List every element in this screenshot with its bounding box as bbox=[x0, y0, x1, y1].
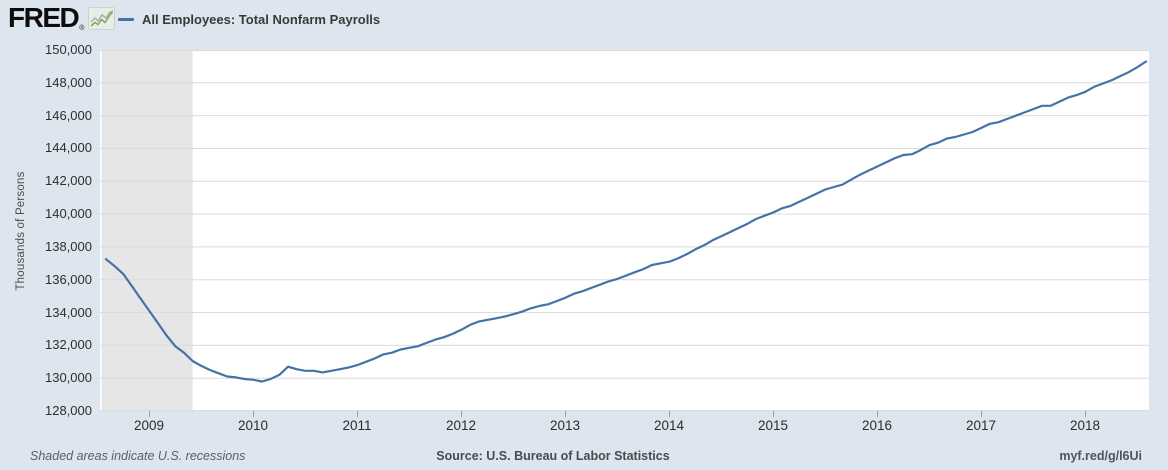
x-tick-mark bbox=[773, 411, 774, 417]
chart-plot-area[interactable] bbox=[100, 50, 1149, 411]
y-tick-label: 130,000 bbox=[45, 370, 92, 386]
x-tick-mark bbox=[253, 411, 254, 417]
y-tick-label: 140,000 bbox=[45, 206, 92, 222]
recession-note: Shaded areas indicate U.S. recessions bbox=[30, 449, 246, 463]
y-tick-label: 138,000 bbox=[45, 238, 92, 254]
short-link[interactable]: myf.red/g/l6Ui bbox=[1059, 449, 1142, 463]
x-tick-label: 2015 bbox=[757, 418, 789, 433]
sparkline-icon bbox=[88, 7, 116, 35]
x-tick-label: 2017 bbox=[965, 418, 997, 433]
x-tick-mark bbox=[149, 411, 150, 417]
data-line bbox=[104, 60, 1148, 383]
y-tick-label: 146,000 bbox=[45, 107, 92, 123]
registered-trademark: ® bbox=[79, 25, 85, 32]
x-tick-mark bbox=[669, 411, 670, 417]
x-tick-label: 2011 bbox=[342, 418, 372, 433]
x-tick-label: 2012 bbox=[445, 418, 477, 433]
y-tick-label: 148,000 bbox=[45, 74, 92, 90]
fred-logo[interactable]: FRED ® bbox=[8, 2, 116, 35]
x-tick-mark bbox=[1085, 411, 1086, 417]
y-tick-label: 136,000 bbox=[45, 271, 92, 287]
x-tick-label: 2013 bbox=[549, 418, 581, 433]
y-tick-label: 142,000 bbox=[45, 173, 92, 189]
series-legend-label: All Employees: Total Nonfarm Payrolls bbox=[142, 11, 381, 27]
x-tick-label: 2014 bbox=[653, 418, 685, 433]
x-tick-label: 2009 bbox=[133, 418, 165, 433]
y-tick-label: 144,000 bbox=[45, 140, 92, 156]
x-tick-mark bbox=[461, 411, 462, 417]
x-tick-mark bbox=[877, 411, 878, 417]
series-color-dash bbox=[118, 17, 134, 21]
x-tick-mark bbox=[357, 411, 358, 417]
y-axis: 150,000 148,000 146,000 144,000 142,000 140,0… bbox=[0, 0, 92, 470]
x-tick-label: 2016 bbox=[861, 418, 893, 433]
x-tick-mark bbox=[565, 411, 566, 417]
y-axis-title: Thousands of Persons bbox=[15, 171, 27, 291]
y-tick-label: 128,000 bbox=[45, 403, 92, 418]
source-label: Source: U.S. Bureau of Labor Statistics bbox=[436, 449, 670, 463]
y-tick-label: 132,000 bbox=[45, 337, 92, 353]
y-tick-label: 134,000 bbox=[45, 304, 92, 320]
recession-band bbox=[101, 50, 193, 411]
y-tick-label: 150,000 bbox=[45, 42, 92, 57]
x-tick-mark bbox=[981, 411, 982, 417]
fred-logo-text: FRED bbox=[8, 2, 80, 33]
x-tick-label: 2010 bbox=[237, 418, 269, 433]
chart-legend: All Employees: Total Nonfarm Payrolls bbox=[118, 6, 380, 32]
x-tick-label: 2018 bbox=[1069, 418, 1101, 433]
